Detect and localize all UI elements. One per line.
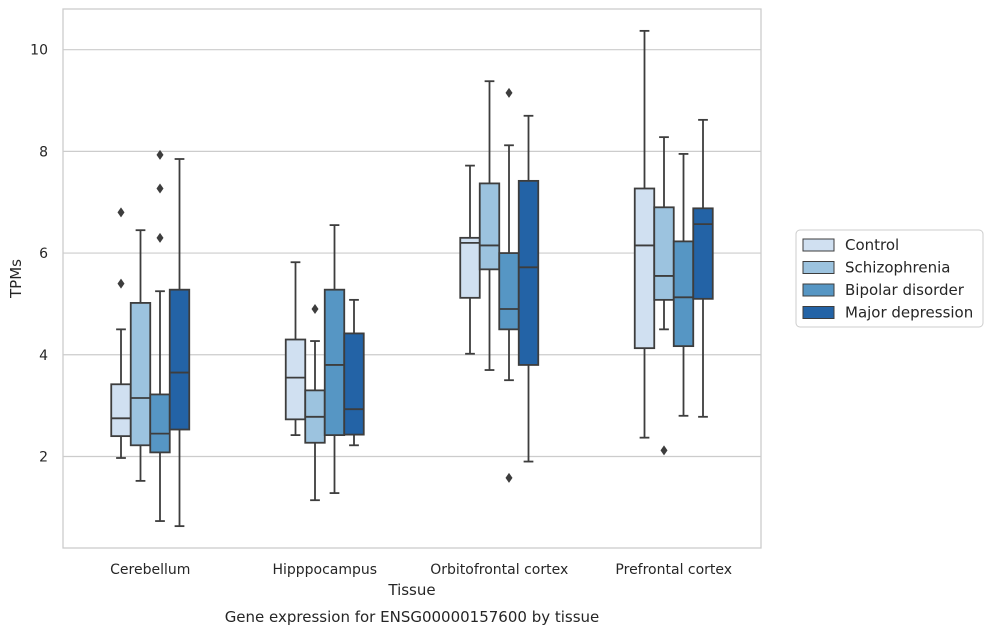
y-tick-label: 10	[30, 43, 48, 59]
box-control	[110, 207, 132, 459]
y-tick-label: 4	[39, 348, 48, 364]
y-tick-label: 8	[39, 144, 48, 160]
box-schizophrenia	[304, 304, 326, 502]
outlier-point	[156, 183, 164, 194]
iqr-box	[517, 179, 540, 366]
box-bipolar-disorder	[323, 224, 346, 494]
outlier-point	[117, 278, 125, 289]
iqr-box	[692, 207, 714, 300]
iqr-box	[459, 236, 481, 299]
iqr-box	[129, 302, 152, 447]
iqr-box	[653, 206, 675, 301]
outlier-point	[505, 472, 513, 483]
x-tick-labels: Cerebellum Hipppocampus Orbitofrontal cort…	[110, 562, 732, 578]
box-bipolar-disorder	[672, 153, 695, 417]
iqr-box	[343, 332, 365, 436]
box-control	[284, 261, 307, 437]
box-bipolar-disorder	[149, 149, 171, 522]
x-tick-label: Prefrontal cortex	[615, 562, 732, 578]
outlier-point	[117, 207, 125, 218]
x-axis-label: Tissue	[387, 581, 435, 599]
chart-caption: Gene expression for ENSG00000157600 by t…	[225, 608, 600, 626]
legend-label: Bipolar disorder	[845, 281, 965, 299]
box-schizophrenia	[653, 136, 675, 456]
y-axis-label: TPMs	[7, 259, 25, 299]
legend: Control Schizophrenia Bipolar disorder Majo…	[795, 229, 984, 328]
iqr-box	[672, 240, 695, 348]
iqr-box	[478, 182, 501, 271]
outlier-point	[156, 149, 164, 160]
box-groups	[110, 29, 714, 528]
box-schizophrenia	[478, 80, 501, 371]
outlier-point	[156, 232, 164, 243]
x-tick-label: Orbitofrontal cortex	[430, 562, 568, 578]
box-major-depression	[517, 114, 540, 463]
box-major-depression	[343, 298, 365, 447]
box-major-depression	[692, 118, 714, 418]
legend-frame	[795, 229, 984, 328]
iqr-box	[149, 393, 171, 454]
box-major-depression	[168, 158, 191, 528]
iqr-box	[498, 252, 520, 331]
y-tick-label: 2	[39, 449, 48, 465]
outlier-point	[505, 87, 513, 98]
box-bipolar-disorder	[498, 87, 520, 483]
y-tick-label: 6	[39, 246, 48, 262]
legend-swatch	[802, 306, 835, 319]
iqr-box	[168, 288, 191, 431]
legend-label: Control	[845, 236, 899, 254]
iqr-box	[110, 383, 132, 438]
legend-label: Major depression	[845, 304, 973, 322]
y-tick-labels: 2 4 6 8 10	[30, 43, 48, 466]
iqr-box	[633, 187, 656, 350]
iqr-box	[284, 338, 307, 421]
outlier-point	[660, 445, 668, 456]
outlier-point	[311, 304, 319, 315]
legend-swatch	[802, 283, 835, 297]
x-tick-label: Cerebellum	[110, 562, 190, 578]
box-schizophrenia	[129, 229, 152, 482]
legend-swatch	[802, 238, 835, 252]
x-tick-label: Hipppocampus	[272, 562, 377, 578]
iqr-box	[323, 288, 346, 437]
box-control	[633, 29, 656, 439]
plot-frame	[62, 8, 762, 549]
box-control	[459, 164, 481, 355]
legend-swatch	[802, 261, 835, 274]
legend-label: Schizophrenia	[845, 259, 950, 277]
